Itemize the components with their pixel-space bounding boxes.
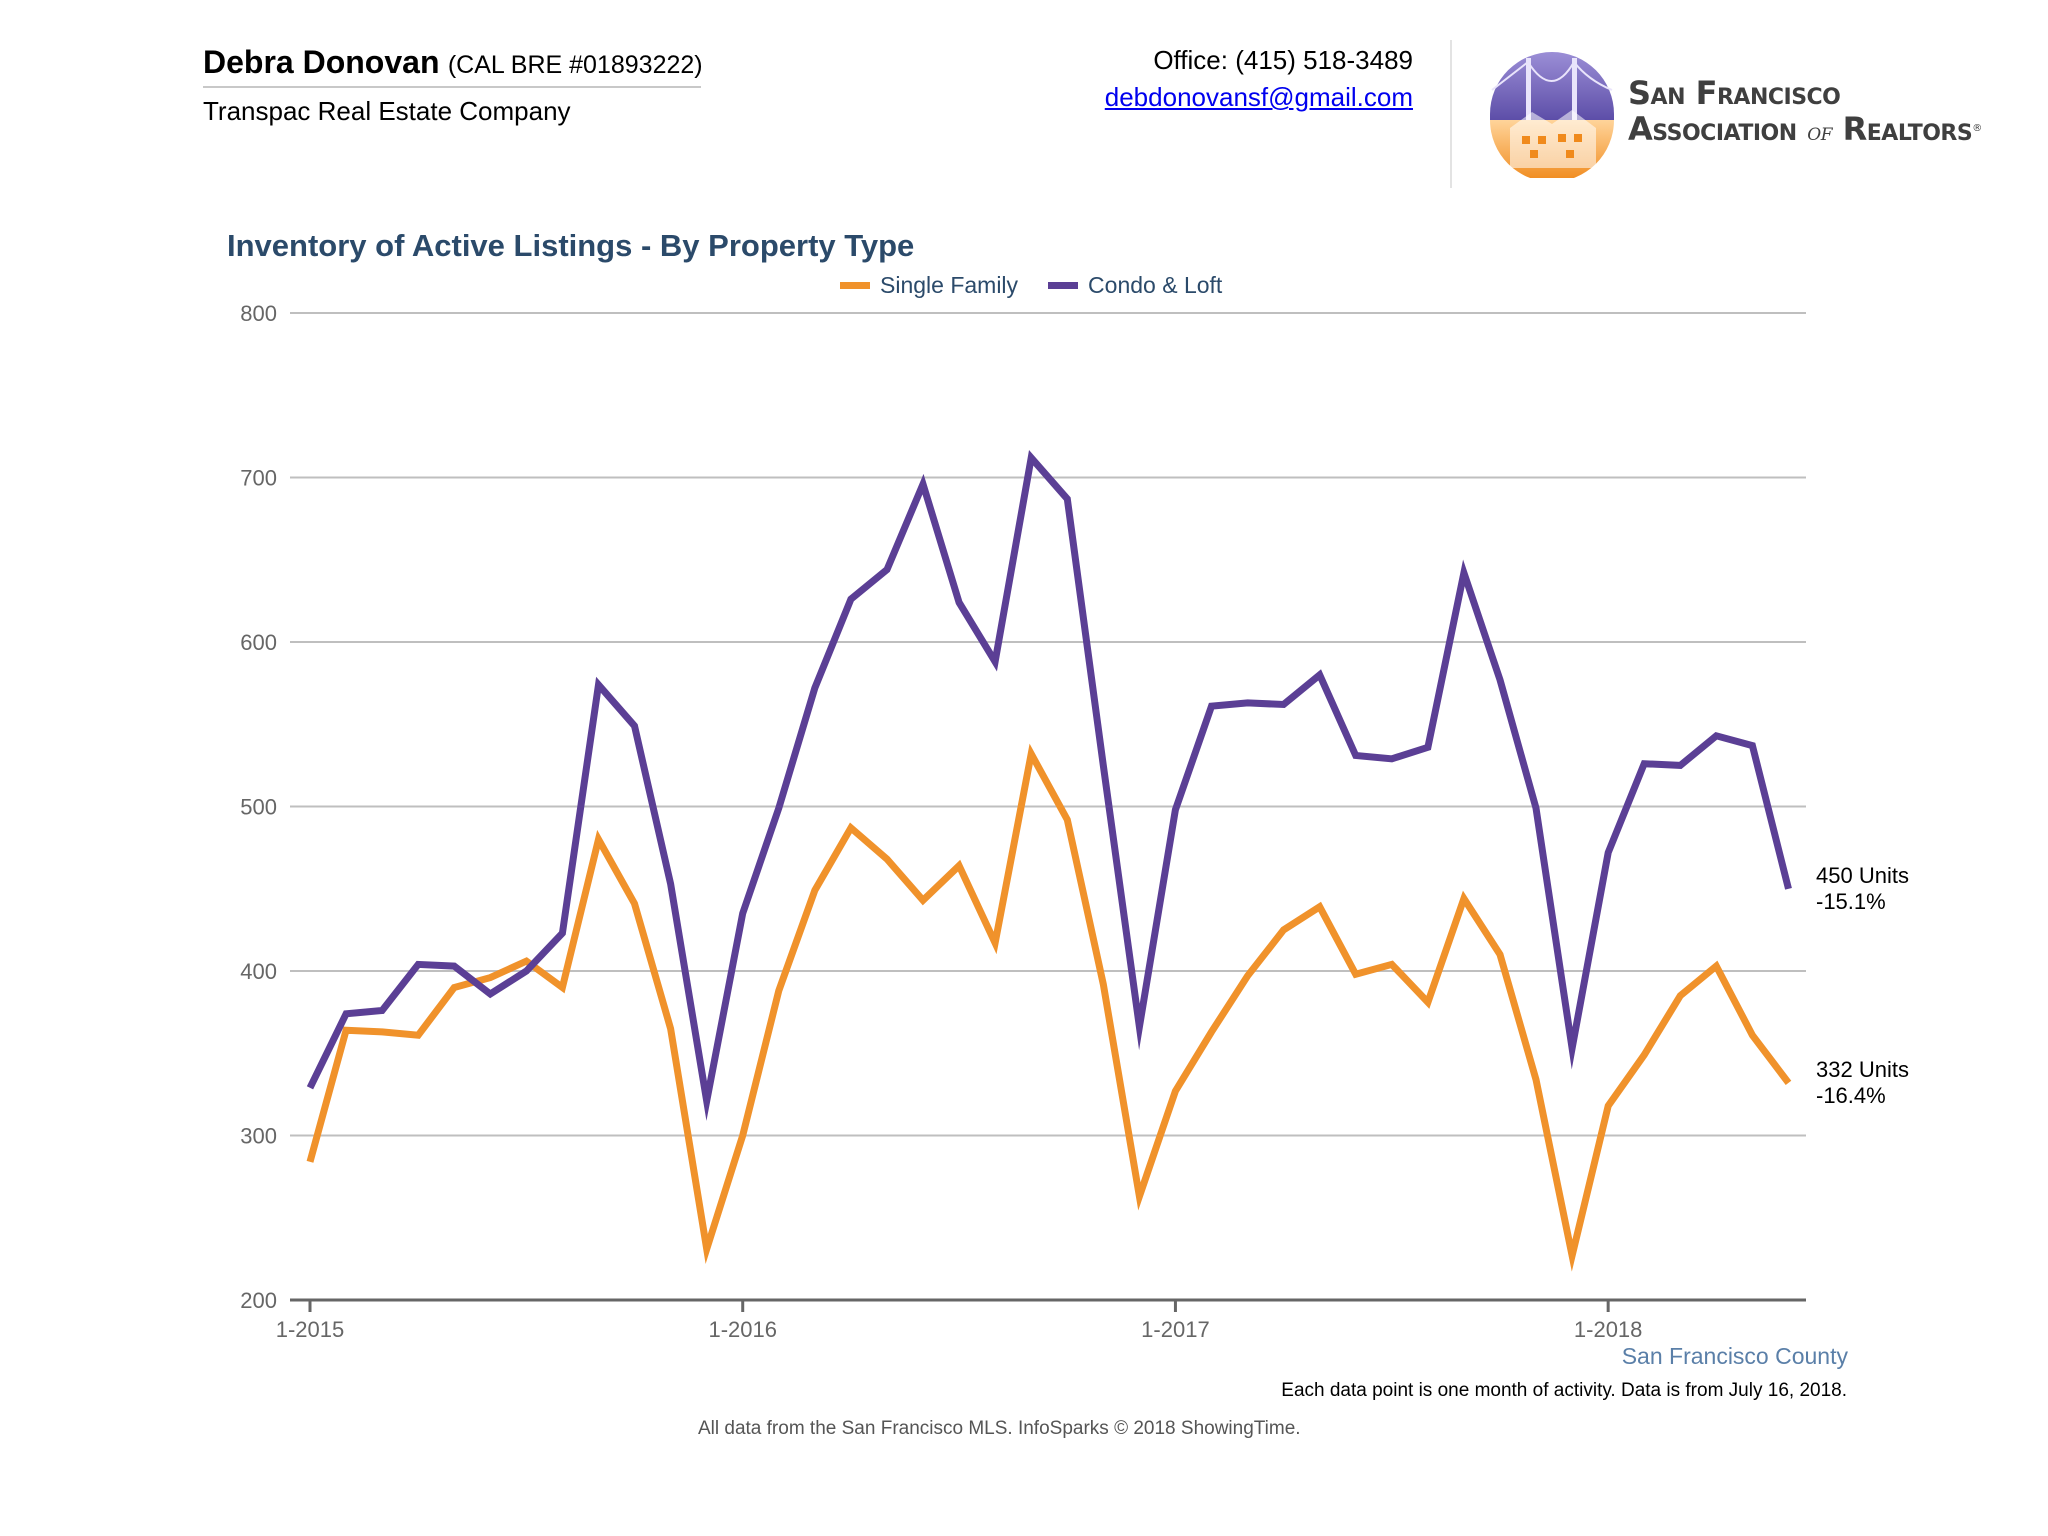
data-source: All data from the San Francisco MLS. Inf… bbox=[698, 1418, 1301, 1439]
logo-association: Association bbox=[1628, 110, 1797, 148]
agent-info: Debra Donovan (CAL BRE #01893222) Transp… bbox=[203, 42, 703, 130]
y-tick-label: 200 bbox=[240, 1288, 277, 1313]
sfar-logo: San Francisco Association of Realtors® bbox=[1488, 50, 2028, 182]
y-tick-label: 500 bbox=[240, 795, 277, 820]
agent-divider bbox=[203, 86, 701, 88]
y-tick-label: 300 bbox=[240, 1124, 277, 1149]
end-change-single-family: -16.4% bbox=[1816, 1083, 1886, 1108]
contact-info: Office: (415) 518-3489 debdonovansf@gmai… bbox=[1105, 42, 1413, 116]
legend-label-single-family: Single Family bbox=[880, 272, 1019, 298]
logo-registered-mark: ® bbox=[1972, 123, 1982, 134]
office-phone: Office: (415) 518-3489 bbox=[1153, 45, 1413, 75]
x-tick-label: 1-2017 bbox=[1141, 1317, 1210, 1342]
header-divider bbox=[1450, 40, 1452, 188]
legend-item-condo-loft: Condo & Loft bbox=[1048, 272, 1222, 299]
x-tick-label: 1-2015 bbox=[276, 1317, 345, 1342]
agent-name-row: Debra Donovan (CAL BRE #01893222) bbox=[203, 42, 703, 85]
data-note: Each data point is one month of activity… bbox=[1281, 1380, 1847, 1401]
agent-name: Debra Donovan bbox=[203, 44, 440, 80]
series-line-single-family bbox=[306, 743, 1792, 1272]
region-label: San Francisco County bbox=[1621, 1343, 1848, 1369]
legend-label-condo-loft: Condo & Loft bbox=[1088, 272, 1223, 298]
logo-realtors: Realtors bbox=[1842, 110, 1973, 148]
email-link[interactable]: debdonovansf@gmail.com bbox=[1104, 82, 1413, 112]
y-tick-label: 400 bbox=[240, 959, 277, 984]
y-tick-label: 600 bbox=[240, 630, 277, 655]
sfar-logo-text: San Francisco Association of Realtors® bbox=[1628, 75, 1982, 150]
chart-title: Inventory of Active Listings - By Proper… bbox=[227, 228, 915, 263]
agent-license: (CAL BRE #01893222) bbox=[447, 51, 703, 79]
end-change-condo-loft: -15.1% bbox=[1816, 889, 1886, 914]
legend-item-single-family: Single Family bbox=[840, 272, 1018, 299]
logo-of: of bbox=[1807, 118, 1832, 146]
chart-legend: Single Family Condo & Loft bbox=[840, 272, 1222, 299]
end-label-condo-loft: 450 Units bbox=[1816, 863, 1909, 888]
legend-swatch-single-family bbox=[840, 282, 870, 289]
legend-swatch-condo-loft bbox=[1048, 282, 1079, 289]
x-tick-label: 1-2016 bbox=[708, 1317, 777, 1342]
x-tick-label: 1-2018 bbox=[1574, 1317, 1643, 1342]
y-tick-label: 700 bbox=[240, 466, 277, 491]
series-line-condo-loft bbox=[306, 450, 1792, 1121]
agent-company: Transpac Real Estate Company bbox=[203, 96, 571, 126]
logo-line-1: San Francisco bbox=[1628, 74, 1841, 112]
y-tick-label: 800 bbox=[240, 301, 277, 326]
logo-line-2: Association of Realtors® bbox=[1628, 111, 1982, 150]
sfar-logo-icon bbox=[1490, 52, 1614, 182]
end-label-single-family: 332 Units bbox=[1816, 1057, 1909, 1082]
